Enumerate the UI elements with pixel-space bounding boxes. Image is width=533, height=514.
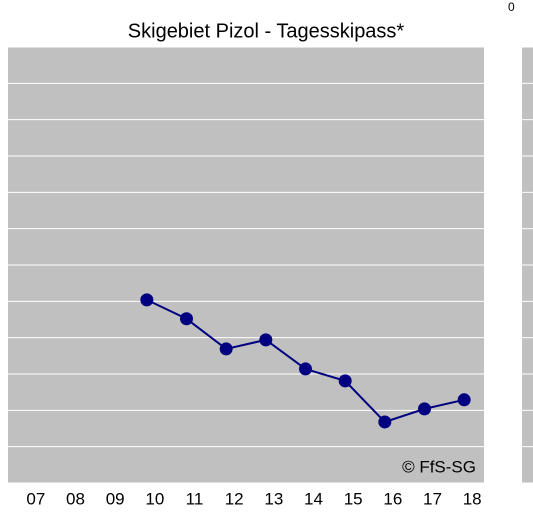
x-tick-label: 15 (344, 489, 363, 508)
marker (338, 374, 352, 388)
x-tick-label: 07 (26, 489, 45, 508)
marker (219, 342, 233, 356)
marker (418, 402, 431, 416)
x-tick-label: 09 (106, 489, 125, 508)
marker (378, 415, 392, 429)
x-tick-label: 16 (383, 489, 402, 508)
chart-title: Skigebiet Pizol - Tagesskipass* (128, 20, 405, 42)
x-tick-label: 17 (423, 489, 442, 508)
marker (259, 333, 273, 347)
marker (180, 312, 193, 326)
corner-label: 0 (508, 0, 515, 14)
x-tick-label: 14 (304, 489, 323, 508)
marker (299, 362, 312, 376)
x-tick-label: 12 (225, 489, 244, 508)
x-tick-label: 13 (264, 489, 283, 508)
x-tick-label: 11 (186, 489, 204, 508)
marker (140, 293, 154, 307)
x-tick-label: 18 (463, 489, 482, 508)
x-tick-label: 10 (145, 489, 164, 508)
marker (457, 393, 471, 407)
x-tick-label: 08 (66, 489, 85, 508)
copyright: © FfS-SG (402, 457, 476, 476)
